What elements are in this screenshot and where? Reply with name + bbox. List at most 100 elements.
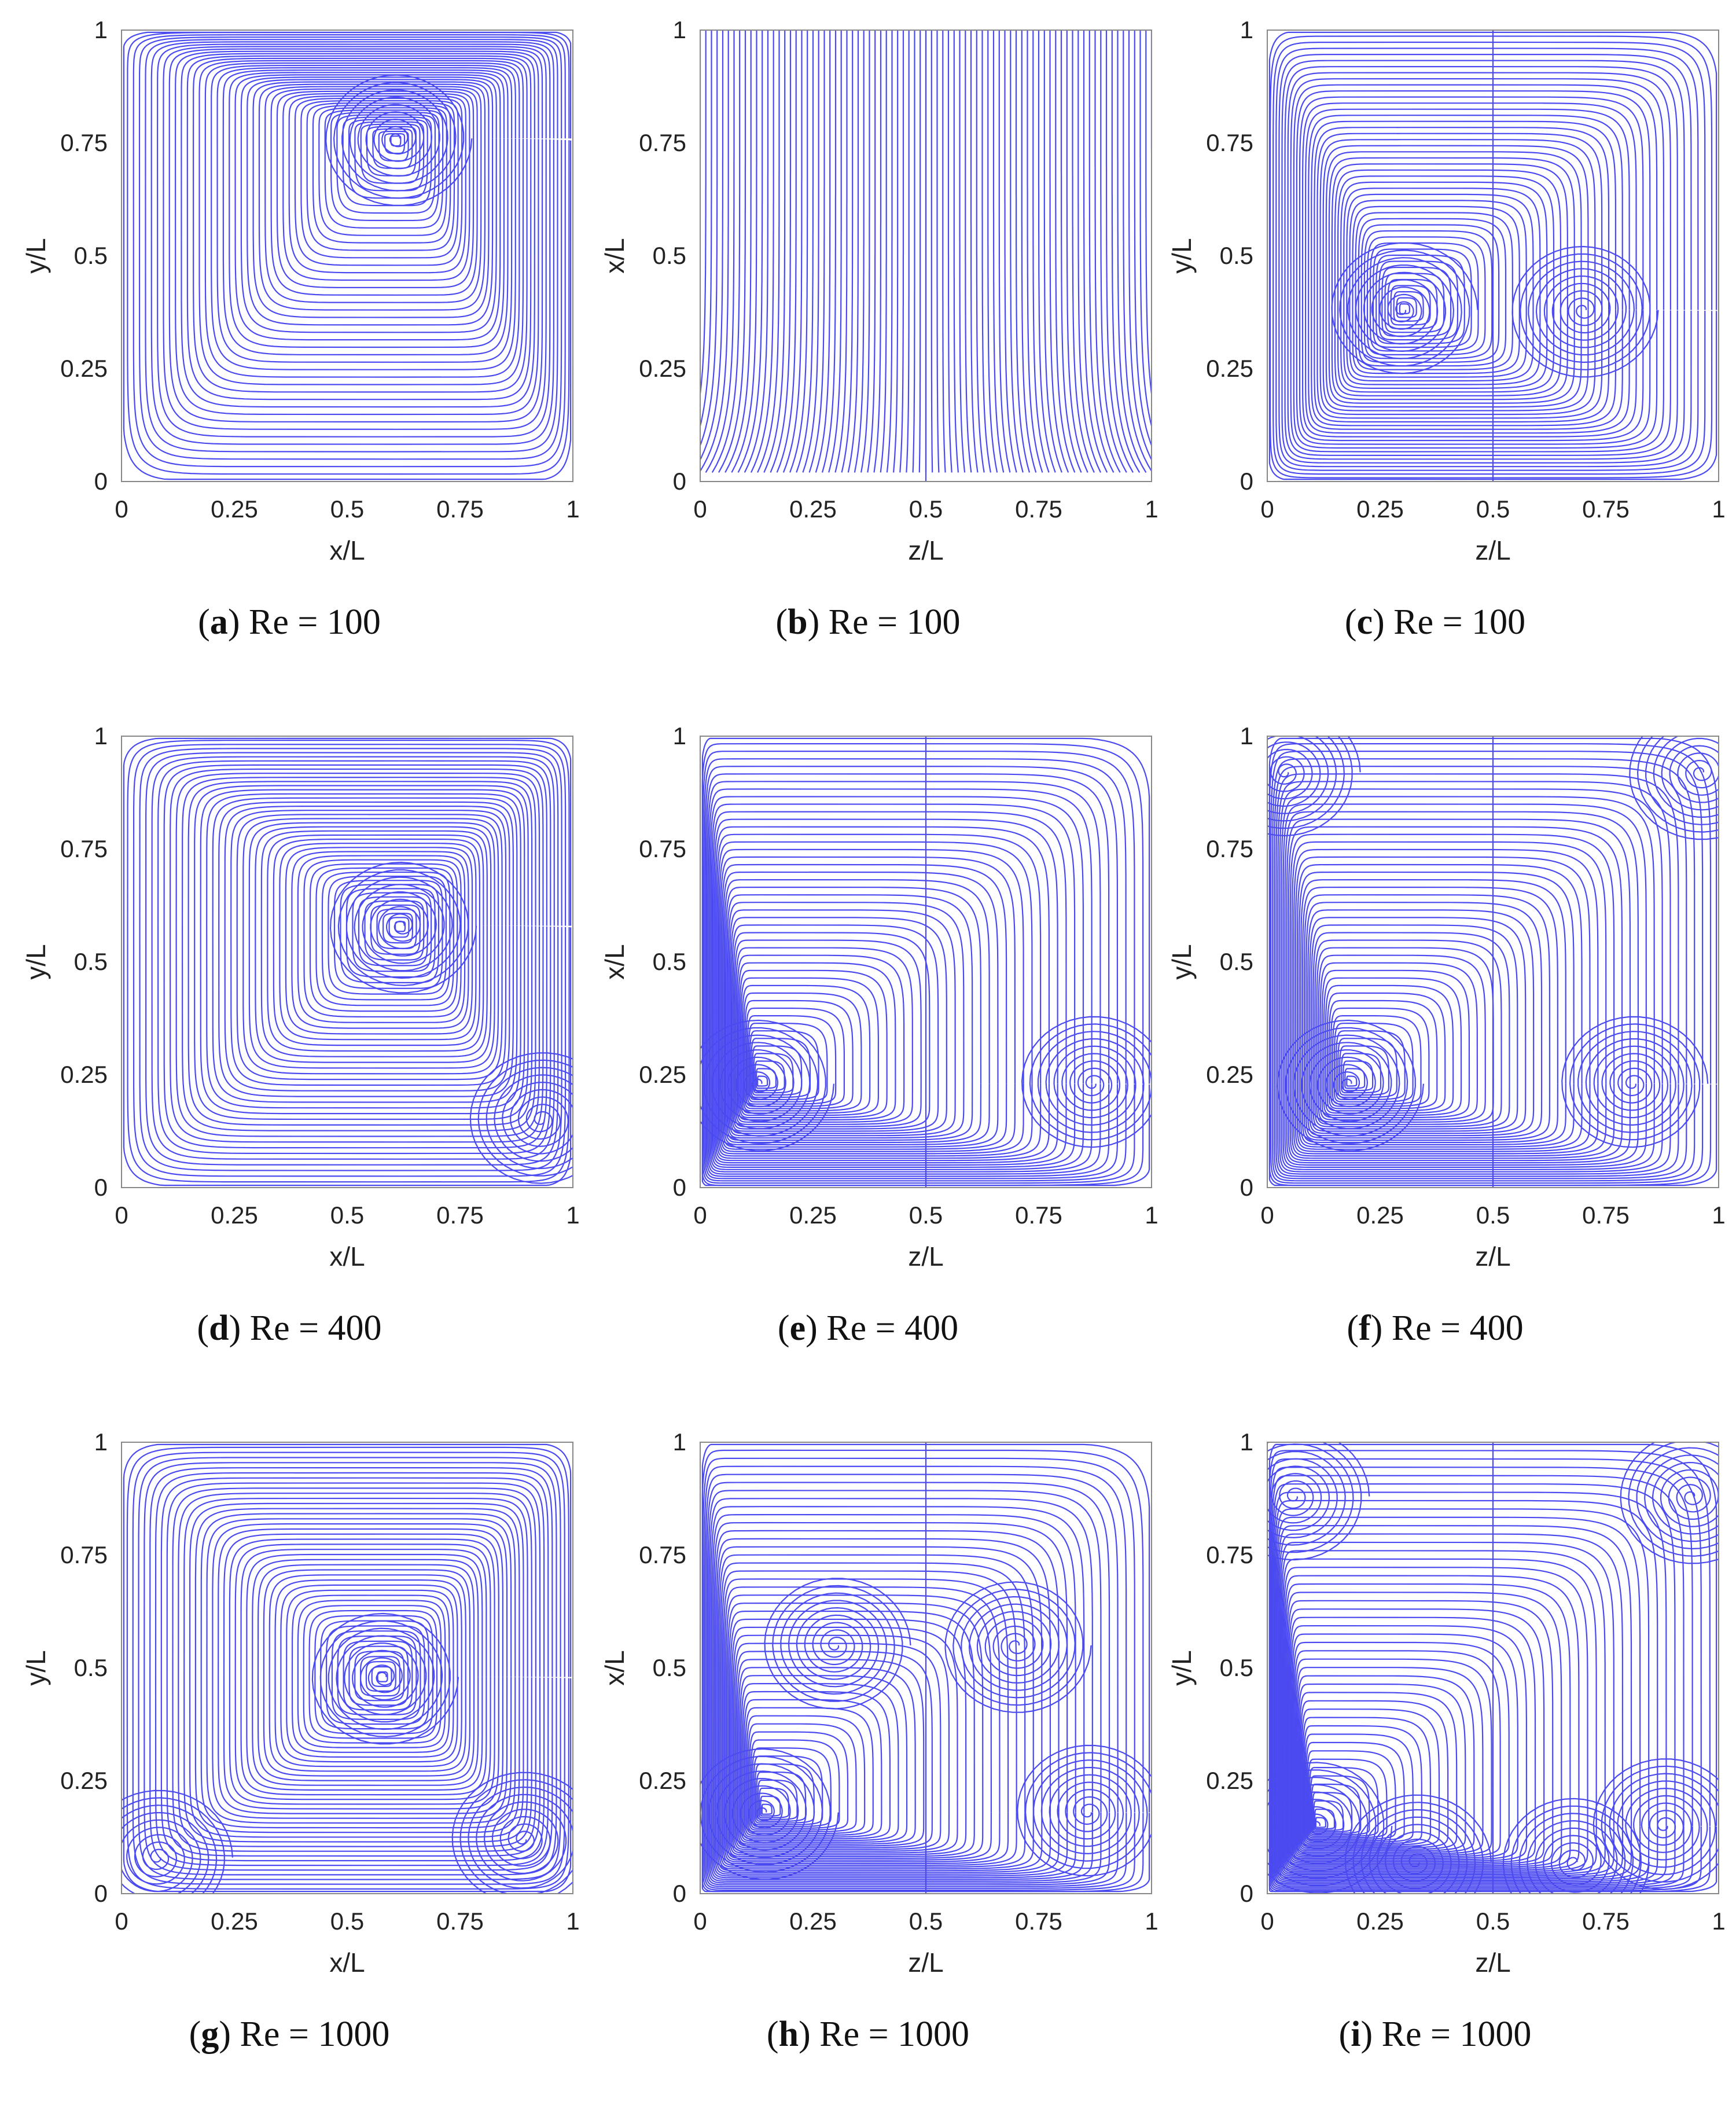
streamline xyxy=(1323,977,1462,1116)
streamline xyxy=(291,851,469,1029)
y-tick-label: 0.25 xyxy=(639,1767,686,1794)
streamline xyxy=(1300,879,1566,1145)
streamline xyxy=(721,863,1007,1150)
vortex-spiral xyxy=(944,1581,1092,1713)
streamline xyxy=(1043,30,1062,473)
streamline xyxy=(187,781,533,1126)
y-tick-label: 0.5 xyxy=(653,1654,686,1681)
streamline xyxy=(222,69,509,356)
streamline xyxy=(1322,145,1589,411)
streamline xyxy=(300,100,459,259)
x-tick-label: 0.5 xyxy=(1476,1201,1510,1229)
streamline xyxy=(273,838,480,1046)
streamline xyxy=(223,1533,499,1810)
streamline xyxy=(1281,796,1655,1170)
streamline xyxy=(712,811,1067,1166)
streamline xyxy=(1316,133,1603,419)
x-axis-label: z/L xyxy=(908,1241,943,1272)
streamline xyxy=(1077,30,1102,473)
y-tick-label: 0.5 xyxy=(74,1654,108,1681)
streamline xyxy=(280,1584,458,1763)
vortex-spiral xyxy=(1620,1442,1719,1564)
streamline xyxy=(282,93,470,281)
streamline-plot-g: 00 0.25 0.25 0.5 0.5 0.75 0.75 1 1 x/L y/L xyxy=(21,1428,580,1978)
streamline xyxy=(229,1538,495,1805)
streamline xyxy=(749,1731,849,1831)
streamline xyxy=(834,30,848,473)
streamline xyxy=(970,30,979,473)
caption-e-text: Re = 400 xyxy=(826,1309,959,1348)
streamline xyxy=(700,30,729,473)
streamline xyxy=(1304,894,1551,1141)
streamline xyxy=(1060,30,1082,473)
y-axis-label: y/L xyxy=(21,1650,51,1685)
streamlines xyxy=(123,737,573,1186)
streamline xyxy=(1321,969,1470,1119)
plot-frame xyxy=(121,1442,573,1894)
caption-a-text: Re = 100 xyxy=(248,602,381,642)
streamline xyxy=(194,1508,520,1833)
streamline xyxy=(965,30,972,473)
streamline xyxy=(194,785,529,1120)
streamline xyxy=(752,1747,832,1828)
y-tick-label: 1 xyxy=(1240,722,1253,749)
caption-d: (d) Re = 400 xyxy=(197,1309,382,1348)
y-tick-label: 0.5 xyxy=(74,242,108,269)
streamline xyxy=(860,30,870,473)
streamline xyxy=(1272,758,1695,1182)
streamline xyxy=(1300,1700,1449,1849)
streamline xyxy=(1319,139,1596,416)
x-tick-label: 0.75 xyxy=(1015,1201,1062,1229)
streamline xyxy=(1134,30,1152,447)
streamline xyxy=(700,30,707,399)
streamline xyxy=(1286,818,1631,1164)
streamline xyxy=(742,1691,891,1840)
x-axis-label: z/L xyxy=(1475,1947,1510,1978)
x-tick-label: 0 xyxy=(1260,1908,1274,1935)
streamline xyxy=(998,30,1011,473)
streamline xyxy=(258,83,486,311)
x-axis-label: x/L xyxy=(329,1241,365,1272)
streamline xyxy=(1369,242,1479,352)
y-tick-label: 0.25 xyxy=(639,355,686,382)
caption-g-text: Re = 1000 xyxy=(240,2015,390,2054)
streamline xyxy=(1275,773,1679,1177)
streamline xyxy=(1308,115,1623,430)
streamline xyxy=(1306,1750,1396,1840)
streamline xyxy=(178,1493,532,1847)
vortex-spiral xyxy=(1331,242,1478,374)
streamline xyxy=(873,30,882,473)
streamline xyxy=(123,737,572,1186)
x-axis-label: z/L xyxy=(1475,535,1510,565)
streamline xyxy=(782,30,803,473)
streamline xyxy=(741,984,871,1114)
streamline xyxy=(1281,60,1685,464)
streamline xyxy=(303,1605,442,1744)
streamline xyxy=(172,1487,536,1852)
streamline xyxy=(706,1482,1110,1886)
streamline xyxy=(1360,224,1500,363)
streamline xyxy=(297,1600,446,1748)
streamline xyxy=(1117,30,1147,473)
x-tick-label: 0.5 xyxy=(1476,1908,1510,1935)
streamline xyxy=(757,30,780,473)
streamline xyxy=(727,1602,984,1860)
streamline xyxy=(705,773,1110,1177)
vortex-spiral xyxy=(1502,1798,1650,1894)
streamline xyxy=(1332,1015,1422,1105)
streamline xyxy=(796,30,814,473)
y-tick-label: 0.5 xyxy=(74,948,108,975)
streamline xyxy=(144,1462,557,1876)
streamline xyxy=(730,917,947,1134)
streamline xyxy=(720,856,1016,1152)
x-tick-label: 0.5 xyxy=(909,1908,943,1935)
streamline xyxy=(1352,205,1520,374)
x-tick-label: 0.25 xyxy=(1356,495,1404,523)
x-tick-label: 0.25 xyxy=(789,1908,837,1935)
caption-c: (c) Re = 100 xyxy=(1344,602,1526,642)
x-tick-label: 0.5 xyxy=(330,1908,364,1935)
streamline xyxy=(745,1707,874,1836)
streamline xyxy=(1330,1007,1430,1107)
streamline xyxy=(723,1578,1009,1865)
x-tick-label: 1 xyxy=(566,495,579,523)
